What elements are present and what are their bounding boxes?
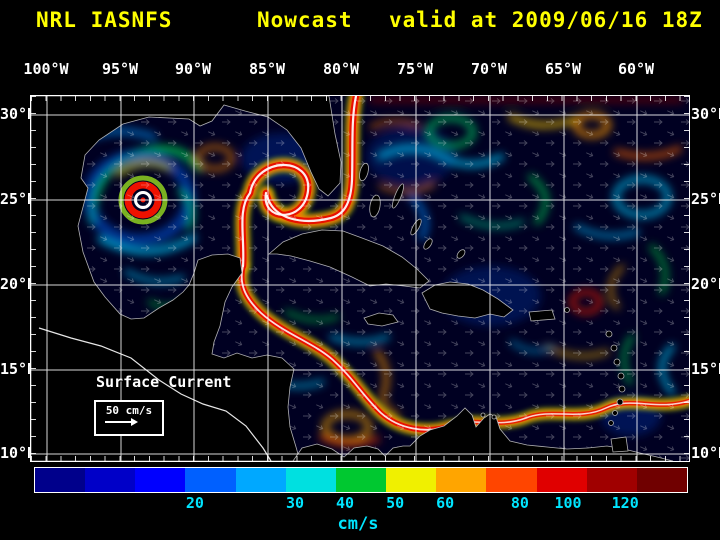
puerto-rico-island xyxy=(528,309,556,322)
valid-time-label: valid at 2009/06/16 18Z xyxy=(389,8,703,32)
colorbar-segment xyxy=(135,468,186,492)
jamaica-island xyxy=(363,312,399,327)
colorbar-segment xyxy=(85,468,136,492)
colorbar-segment xyxy=(586,468,637,492)
bahamas-islands xyxy=(359,162,466,259)
lon-tick-label: 90°W xyxy=(174,60,212,78)
lon-tick-label: 85°W xyxy=(248,60,286,78)
lat-tick-label: 10°N xyxy=(691,444,720,462)
colorbar-tick-label: 20 xyxy=(185,494,204,512)
colorbar-tick-label: 60 xyxy=(436,494,455,512)
colorbar-tick-label: 50 xyxy=(386,494,405,512)
colorbar-tick-label: 30 xyxy=(285,494,305,512)
colorbar-segment xyxy=(185,468,236,492)
colorbar-segment xyxy=(636,468,688,492)
lon-tick-label: 80°W xyxy=(322,60,360,78)
lat-tick-label: 30°N xyxy=(691,105,720,123)
colorbar-segment xyxy=(386,468,437,492)
vector-scale-arrow-icon xyxy=(105,418,138,426)
map-frame: Surface Current 50 cm/s xyxy=(30,95,690,462)
lon-tick-label: 65°W xyxy=(544,60,582,78)
lon-tick-label: 60°W xyxy=(617,60,655,78)
vector-scale-box: 50 cm/s xyxy=(94,400,164,436)
trinidad-island xyxy=(610,436,629,453)
lat-tick-label: 25°N xyxy=(691,190,720,208)
lat-tick-label: 25°N xyxy=(0,190,37,208)
lon-tick-label: 70°W xyxy=(470,60,508,78)
colorbar xyxy=(34,467,688,493)
lesser-antilles-islands xyxy=(480,307,626,426)
colorbar-segment xyxy=(436,468,487,492)
lat-tick-label: 10°N xyxy=(0,444,37,462)
graticule xyxy=(31,96,689,461)
colorbar-segment xyxy=(285,468,336,492)
surface-current-label: Surface Current xyxy=(96,373,232,391)
south-america-landmass xyxy=(292,407,674,461)
colorbar-tick-label: 80 xyxy=(510,494,529,512)
lat-tick-label: 15°N xyxy=(0,360,37,378)
product-label: Nowcast xyxy=(257,8,353,32)
colorbar-unit-label: cm/s xyxy=(337,514,379,534)
vector-scale-label: 50 cm/s xyxy=(105,404,153,417)
lat-tick-label: 30°N xyxy=(0,105,37,123)
colorbar-tick-label: 120 xyxy=(611,494,639,512)
lat-tick-label: 20°N xyxy=(691,275,720,293)
colorbar-tick-label: 40 xyxy=(336,494,355,512)
lat-tick-label: 15°N xyxy=(691,360,720,378)
lat-tick-label: 20°N xyxy=(0,275,37,293)
model-name-label: NRL IASNFS xyxy=(36,8,173,32)
pacific-coastline xyxy=(38,327,272,461)
colorbar-segment xyxy=(235,468,286,492)
colorbar-segment xyxy=(35,468,86,492)
colorbar-segment xyxy=(536,468,587,492)
colorbar-tick-label: 100 xyxy=(554,494,582,512)
lon-tick-label: 75°W xyxy=(396,60,434,78)
lon-tick-label: 95°W xyxy=(101,60,139,78)
colorbar-segment xyxy=(335,468,387,492)
lon-tick-label: 100°W xyxy=(23,60,69,78)
colorbar-segment xyxy=(486,468,537,492)
